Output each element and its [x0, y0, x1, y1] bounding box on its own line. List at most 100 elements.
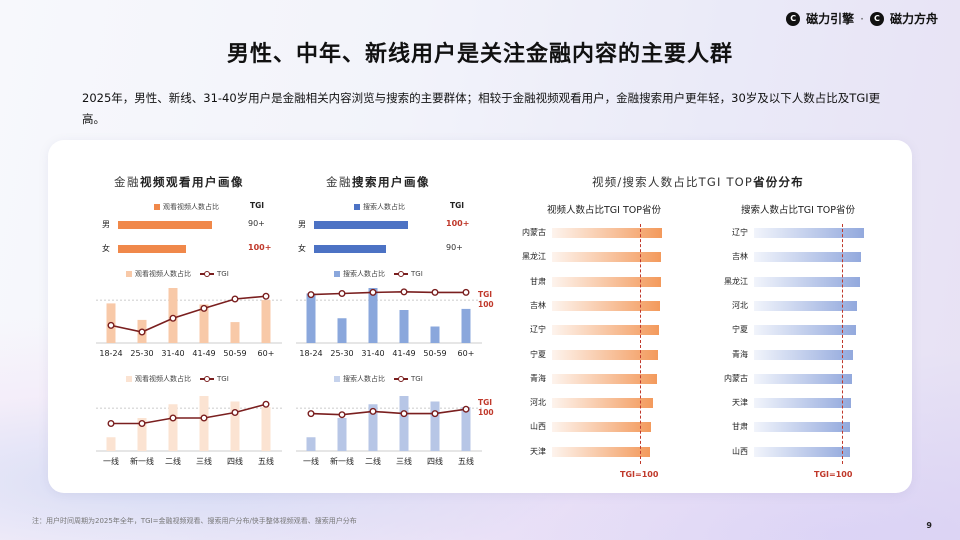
- x-tick-label: 50-59: [223, 349, 246, 358]
- legend-bar-label: 观看视频人数占比: [135, 270, 191, 278]
- video-tgi-header: TGI: [250, 201, 265, 210]
- province-label: 内蒙古: [724, 373, 748, 383]
- tgi-point: [369, 407, 377, 415]
- province-bar: [754, 373, 852, 384]
- logo-cili-ark: 磁力方舟: [889, 12, 938, 26]
- legend-label: 搜索人数占比: [363, 203, 405, 211]
- tgi-point: [200, 304, 208, 312]
- legend-line-swatch: [200, 376, 214, 382]
- province-label: 甘肃: [732, 422, 748, 432]
- bar-41-49: [199, 304, 209, 343]
- tgi-point: [231, 409, 239, 417]
- province-label: 天津: [732, 398, 748, 408]
- province-bar: [552, 398, 654, 409]
- tgi-line: [310, 408, 467, 416]
- x-tick-label: 25-30: [330, 349, 353, 358]
- tgi-point: [307, 291, 315, 299]
- tgi-point: [138, 420, 146, 428]
- x-tick-label: 18-24: [99, 349, 122, 358]
- province-label: 山西: [530, 422, 546, 432]
- x-tick-label: 31-40: [361, 349, 384, 358]
- tgi-point: [169, 414, 177, 422]
- x-tick-label: 18-24: [299, 349, 322, 358]
- tgi-line: [110, 295, 267, 333]
- x-tick-label: 一线: [103, 456, 119, 466]
- tgi-point: [400, 410, 408, 418]
- tgi-100-label: 100: [478, 300, 494, 309]
- gender-label: 男: [298, 220, 306, 229]
- legend-bar-swatch: [334, 376, 340, 382]
- x-tick-label: 一线: [303, 456, 319, 466]
- gender-tgi-value: 90+: [446, 243, 463, 252]
- x-tick-label: 四线: [227, 456, 243, 466]
- x-tick-label: 三线: [196, 456, 212, 466]
- province-title-prefix: 视频/搜索人数占比TGI TOP: [592, 175, 754, 189]
- province-title-bold: 省份分布: [753, 175, 804, 189]
- legend-bar-swatch: [126, 271, 132, 277]
- search-province-footer: TGI=100: [814, 470, 853, 479]
- province-bar: [754, 252, 861, 263]
- province-bar: [552, 276, 661, 287]
- province-label: 青海: [732, 349, 748, 359]
- video-province-subtitle: 视频人数占比TGI TOP省份: [547, 205, 661, 216]
- province-section-title: 视频/搜索人数占比TGI TOP省份分布: [592, 174, 804, 190]
- video-title-prefix: 金融: [114, 175, 140, 189]
- logo-cili-engine: 磁力引擎: [806, 12, 855, 26]
- search-city-legend: 搜索人数占比 TGI: [334, 374, 423, 384]
- gender-tgi-value: 90+: [248, 219, 265, 228]
- province-bar: [552, 325, 659, 336]
- legend-swatch: [354, 204, 360, 210]
- x-tick-label: 新一线: [130, 456, 154, 466]
- tgi-100-label: TGI: [478, 398, 492, 407]
- page-number: 9: [926, 521, 932, 530]
- search-section-title: 金融搜索用户画像: [326, 174, 430, 190]
- province-bar: [754, 300, 858, 311]
- gender-bar: [314, 245, 386, 253]
- x-tick-label: 60+: [458, 349, 475, 358]
- footnote: 注：用户时间周期为2025年全年，TGI=金融视频观看、搜索用户分布/快手整体视…: [32, 517, 357, 525]
- x-tick-label: 31-40: [161, 349, 184, 358]
- bar-四线: [230, 401, 240, 451]
- province-label: 内蒙古: [522, 228, 546, 237]
- legend-bar-label: 搜索人数占比: [343, 270, 385, 278]
- x-tick-label: 五线: [258, 456, 274, 466]
- x-tick-label: 50-59: [423, 349, 446, 358]
- x-tick-label: 41-49: [392, 349, 415, 358]
- province-bar: [754, 276, 860, 287]
- search-tgi-header: TGI: [450, 201, 465, 210]
- bar-50-59: [430, 326, 440, 343]
- video-section-title: 金融视频观看用户画像: [114, 174, 244, 190]
- gender-bar: [118, 221, 212, 229]
- gender-bar: [314, 221, 408, 229]
- bar-五线: [461, 407, 471, 451]
- combo-charts: 18-24 25-30 31-40 41-49 50-59 60+ 18-24 25-30 31…: [96, 288, 494, 466]
- tgi-point: [138, 328, 146, 336]
- video-title-bold: 视频观看用户画像: [140, 175, 244, 189]
- province-label: 山西: [732, 446, 748, 456]
- legend-line-label: TGI: [411, 375, 423, 383]
- province-bar: [754, 228, 864, 238]
- tgi-point: [338, 411, 346, 419]
- video-gender-legend: 观看视频人数占比: [154, 202, 219, 212]
- x-tick-label: 25-30: [130, 349, 153, 358]
- province-bar: [754, 398, 851, 409]
- tgi-point: [107, 420, 115, 428]
- legend-line-label: TGI: [217, 375, 229, 383]
- tgi-line: [111, 403, 267, 425]
- tgi-point: [262, 292, 270, 300]
- bar-60+: [461, 308, 471, 343]
- province-bar: [552, 446, 650, 457]
- legend-bar-swatch: [126, 376, 132, 382]
- province-bar: [552, 422, 651, 433]
- bar-50-59: [230, 322, 240, 343]
- tgi-100-label: TGI: [478, 290, 492, 299]
- video-province-footer: TGI=100: [620, 470, 659, 479]
- tgi-point: [462, 405, 470, 413]
- province-label: 吉林: [530, 300, 546, 310]
- legend-line-swatch: [394, 376, 408, 382]
- bar-60+: [261, 300, 271, 343]
- province-label: 辽宁: [732, 228, 748, 237]
- province-bar: [552, 300, 660, 311]
- magnet-logo-icon: C: [786, 11, 801, 26]
- page-description: 2025年，男性、新线、31-40岁用户是金融相关内容浏览与搜索的主要群体；相较…: [82, 91, 881, 126]
